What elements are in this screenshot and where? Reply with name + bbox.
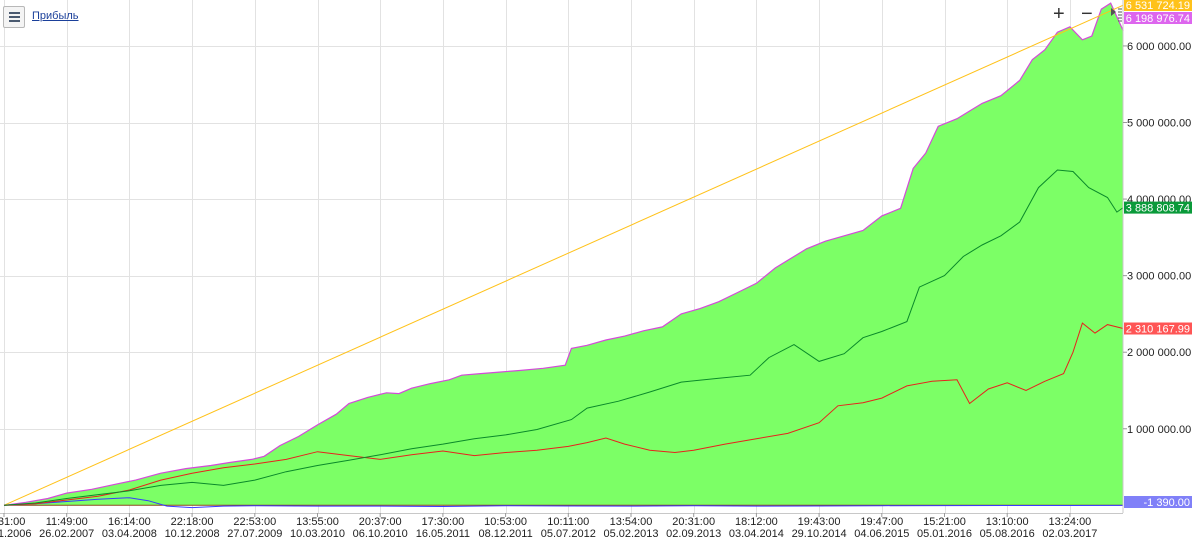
last-value-labels: 6 531 724.196 198 976.74 3 888 808.74 2 31… bbox=[1124, 0, 1192, 509]
last-value-label-red: 2 310 167.99 bbox=[1126, 324, 1190, 336]
series-line-blue bbox=[3, 497, 1124, 509]
y-tick-label: 2 000 000.00 bbox=[1127, 347, 1191, 359]
x-tick-time: 10:53:00 bbox=[484, 516, 527, 528]
x-tick-date: 05.08.2016 bbox=[980, 528, 1035, 540]
series-lines bbox=[3, 2, 1124, 509]
x-tick-time: 18:12:00 bbox=[735, 516, 778, 528]
x-tick-time: 20:31:00 bbox=[672, 516, 715, 528]
x-tick-date: 03.04.2014 bbox=[729, 528, 784, 540]
last-value-badge-green bbox=[1124, 201, 1192, 214]
x-tick-time: 19:47:00 bbox=[860, 516, 903, 528]
x-tick-date: 29.10.2014 bbox=[792, 528, 847, 540]
x-tick-time: 17:30:00 bbox=[421, 516, 464, 528]
zoom-in-icon[interactable]: + bbox=[1053, 3, 1065, 25]
series-line-green bbox=[3, 169, 1124, 506]
series-areas bbox=[4, 3, 1124, 506]
y-tick-label: 1 000 000.00 bbox=[1127, 424, 1191, 436]
y-tick-label: 5 000 000.00 bbox=[1127, 118, 1191, 130]
x-tick-date: 05.07.2012 bbox=[541, 528, 596, 540]
x-tick-date: 27.07.2009 bbox=[227, 528, 282, 540]
series-area-magenta bbox=[4, 3, 1124, 506]
x-tick-time: 19:43:00 bbox=[798, 516, 841, 528]
x-tick-date: 10.03.2010 bbox=[290, 528, 345, 540]
x-tick-time: 11:49:00 bbox=[46, 516, 88, 528]
x-tick-time: 10:31:00 bbox=[0, 516, 25, 528]
last-value-badge-blue bbox=[1124, 496, 1192, 508]
last-value-label-blue: -1 390.00 bbox=[1144, 497, 1190, 509]
x-tick-date: 03.04.2008 bbox=[102, 528, 157, 540]
x-tick-date: 04.06.2015 bbox=[854, 528, 909, 540]
list-toggle-button[interactable] bbox=[3, 6, 25, 28]
zoom-out-icon[interactable]: − bbox=[1081, 3, 1093, 25]
list-icon bbox=[9, 12, 20, 14]
x-tick-time: 13:55:00 bbox=[296, 516, 339, 528]
y-tick-label: 3 000 000.00 bbox=[1127, 271, 1191, 283]
x-tick-date: 05.02.2013 bbox=[603, 528, 658, 540]
x-tick-time: 15:21:00 bbox=[923, 516, 966, 528]
x-tick-time: 13:24:00 bbox=[1048, 516, 1091, 528]
scroll-to-end-icon[interactable] bbox=[1109, 6, 1123, 24]
last-value-label-orange: 6 531 724.19 bbox=[1126, 0, 1190, 12]
x-tick-time: 20:37:00 bbox=[359, 516, 402, 528]
last-value-label-green: 3 888 808.74 bbox=[1126, 203, 1190, 215]
x-tick-time: 13:10:00 bbox=[986, 516, 1029, 528]
x-tick-date: 10.12.2008 bbox=[165, 528, 220, 540]
x-tick-date: 06.10.2010 bbox=[353, 528, 408, 540]
y-tick-label: 6 000 000.00 bbox=[1127, 41, 1191, 53]
last-value-badge-magenta bbox=[1124, 12, 1192, 24]
series-line-orange bbox=[3, 4, 1124, 506]
last-value-badge-red bbox=[1124, 322, 1192, 335]
x-tick-time: 13:54:00 bbox=[610, 516, 653, 528]
axes bbox=[0, 0, 1124, 514]
x-tick-time: 22:18:00 bbox=[171, 516, 214, 528]
x-tick-date: 02.09.2013 bbox=[666, 528, 721, 540]
x-tick-date: 26.02.2007 bbox=[39, 528, 94, 540]
x-tick-date: 16.05.2011 bbox=[416, 528, 470, 540]
x-tick-time: 16:14:00 bbox=[108, 516, 151, 528]
x-tick-date: 10.01.2006 bbox=[0, 528, 32, 540]
x-tick-date: 08.12.2011 bbox=[478, 528, 532, 540]
x-tick-time: 10:11:00 bbox=[547, 516, 589, 528]
x-tick-date: 05.01.2016 bbox=[917, 528, 972, 540]
series-line-red bbox=[3, 322, 1124, 506]
x-tick-time: 22:53:00 bbox=[233, 516, 276, 528]
x-tick-date: 02.03.2017 bbox=[1042, 528, 1097, 540]
last-value-badge-orange bbox=[1124, 0, 1192, 11]
last-value-label-magenta: 6 198 976.74 bbox=[1126, 13, 1190, 25]
series-line-magenta bbox=[3, 2, 1124, 506]
chart-title-link[interactable]: Прибыль bbox=[32, 10, 79, 22]
